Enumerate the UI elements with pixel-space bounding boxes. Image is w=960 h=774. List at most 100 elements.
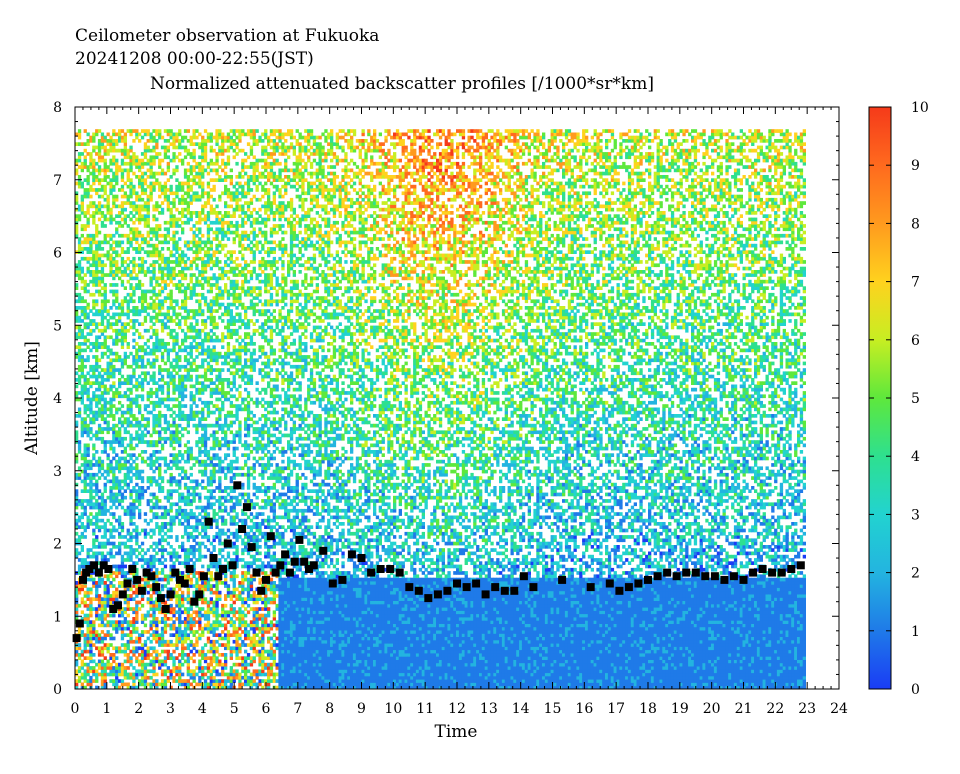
heatmap-cell [169, 476, 173, 480]
heatmap-cell [209, 322, 213, 326]
heatmap-cell [100, 384, 105, 389]
heatmap-cell [140, 348, 145, 353]
heatmap-cell [126, 685, 130, 690]
heatmap-cell [95, 227, 99, 232]
heatmap-cell [203, 466, 208, 471]
heatmap-cell [89, 522, 93, 526]
heatmap-cell [169, 250, 173, 254]
heatmap-cell [206, 171, 211, 176]
heatmap-cell [181, 270, 185, 274]
heatmap-cell [160, 554, 165, 559]
heatmap-cell [172, 168, 176, 173]
heatmap-cell [146, 214, 150, 218]
heatmap-cell [89, 492, 93, 497]
heatmap-cell [195, 649, 199, 654]
heatmap-cell [195, 378, 199, 382]
heatmap-cell [186, 371, 190, 376]
heatmap-cell [83, 613, 87, 618]
heatmap-cell [140, 672, 145, 677]
heatmap-cell [198, 675, 202, 680]
heatmap-cell [212, 220, 216, 225]
heatmap-cell [218, 479, 222, 484]
heatmap-cell [163, 672, 168, 677]
heatmap-cell [166, 597, 170, 601]
heatmap-cell [206, 132, 211, 137]
heatmap-cell [186, 492, 190, 497]
heatmap-cell [181, 508, 185, 513]
heatmap-cell [203, 299, 208, 304]
heatmap-cell [100, 502, 105, 507]
heatmap-cell [115, 171, 119, 176]
heatmap-cell [160, 391, 165, 395]
heatmap-cell [172, 217, 176, 222]
heatmap-cell [118, 613, 122, 618]
heatmap-cell [169, 617, 173, 621]
heatmap-cell [129, 240, 133, 245]
heatmap-cell [80, 600, 84, 605]
heatmap-cell [135, 286, 139, 290]
heatmap-cell [195, 194, 199, 199]
heatmap-cell [155, 417, 159, 421]
heatmap-cell [143, 639, 148, 644]
heatmap-cell [186, 590, 190, 595]
heatmap-cell [129, 378, 133, 382]
heatmap-cell [218, 371, 222, 376]
heatmap-cell [160, 188, 165, 192]
heatmap-cell [123, 155, 127, 160]
heatmap-cell [83, 338, 87, 343]
heatmap-cell [109, 407, 113, 412]
heatmap-cell [77, 656, 82, 660]
heatmap-cell [178, 571, 182, 575]
heatmap-cell [221, 666, 225, 670]
heatmap-cell [206, 364, 211, 369]
heatmap-cell [123, 672, 127, 677]
heatmap-cell [189, 394, 193, 399]
heatmap-cell [189, 675, 193, 680]
heatmap-cell [123, 266, 127, 271]
heatmap-cell [149, 253, 153, 258]
heatmap-cell [106, 256, 110, 261]
heatmap-cell [118, 233, 122, 238]
heatmap-cell [92, 260, 96, 264]
heatmap-cell [175, 639, 179, 644]
heatmap-cell [83, 312, 87, 317]
heatmap-cell [132, 508, 136, 513]
heatmap-cell [152, 610, 156, 615]
heatmap-cell [169, 430, 173, 435]
heatmap-cell [129, 364, 133, 369]
heatmap-cell [206, 315, 211, 320]
heatmap-cell [183, 348, 188, 353]
heatmap-cell [80, 201, 84, 205]
heatmap-cell [158, 299, 162, 304]
heatmap-cell [83, 142, 87, 146]
heatmap-cell [75, 522, 79, 526]
heatmap-cell [132, 672, 136, 677]
heatmap-cell [120, 188, 125, 192]
heatmap-cell [103, 204, 107, 209]
heatmap-cell [126, 250, 130, 254]
heatmap-cell [97, 178, 102, 182]
heatmap-cell [103, 482, 107, 487]
heatmap-cell [103, 175, 107, 179]
heatmap-cell [178, 407, 182, 412]
heatmap-cell [178, 607, 182, 611]
heatmap-cell [215, 161, 219, 166]
heatmap-cell [160, 355, 165, 359]
heatmap-cell [158, 338, 162, 343]
heatmap-cell [89, 332, 93, 336]
heatmap-cell [146, 636, 150, 641]
heatmap-cell [92, 446, 96, 451]
heatmap-cell [201, 479, 205, 484]
heatmap-cell [160, 171, 165, 176]
heatmap-cell [166, 574, 170, 579]
heatmap-cell [181, 662, 185, 667]
heatmap-cell [89, 512, 93, 516]
heatmap-cell [152, 299, 156, 304]
heatmap-cell [75, 132, 79, 137]
heatmap-cell [100, 158, 105, 163]
heatmap-cell [206, 581, 211, 585]
heatmap-cell [215, 525, 219, 529]
heatmap-cell [149, 682, 153, 687]
heatmap-cell [201, 322, 205, 326]
heatmap-cell [126, 273, 130, 277]
